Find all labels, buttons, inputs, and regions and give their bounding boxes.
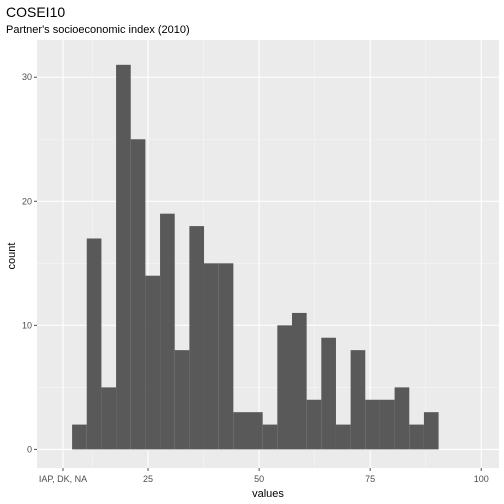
x-tick-label: IAP, DK, NA bbox=[39, 474, 87, 484]
x-tick-label: 25 bbox=[143, 474, 153, 484]
histogram-bar bbox=[174, 350, 190, 450]
histogram-bar bbox=[262, 424, 278, 450]
chart-title: COSEI10 bbox=[6, 4, 65, 20]
histogram-bar bbox=[291, 312, 307, 450]
histogram-bar bbox=[394, 387, 410, 450]
histogram-bar bbox=[218, 263, 234, 450]
histogram-bar bbox=[306, 399, 322, 450]
histogram-bar bbox=[130, 139, 146, 450]
histogram-bar bbox=[335, 424, 351, 450]
histogram-bar bbox=[116, 64, 131, 450]
histogram-bar bbox=[145, 275, 161, 450]
y-tick-label: 20 bbox=[22, 196, 32, 206]
histogram-bar bbox=[409, 424, 424, 450]
histogram-bar bbox=[101, 387, 117, 450]
y-tick-label: 10 bbox=[22, 320, 32, 330]
x-axis-title: values bbox=[252, 488, 284, 500]
chart-subtitle: Partner's socioeconomic index (2010) bbox=[6, 24, 190, 36]
histogram-bar bbox=[160, 213, 175, 450]
histogram-bar bbox=[189, 226, 205, 450]
y-axis: 0 10 20 30 bbox=[22, 72, 37, 454]
histogram-bar bbox=[204, 263, 219, 450]
x-tick-label: 50 bbox=[254, 474, 264, 484]
histogram-bar bbox=[86, 238, 102, 450]
histogram-bar bbox=[379, 399, 395, 450]
histogram-bar bbox=[72, 424, 87, 450]
histogram-bars bbox=[72, 64, 439, 450]
histogram-bar bbox=[277, 325, 292, 450]
histogram-bar bbox=[233, 412, 249, 450]
y-tick-label: 0 bbox=[27, 444, 32, 454]
grid-lines bbox=[37, 40, 499, 468]
x-tick-label: 100 bbox=[474, 474, 489, 484]
histogram-bar bbox=[365, 399, 380, 450]
x-tick-label: 75 bbox=[365, 474, 375, 484]
histogram-bar bbox=[423, 412, 439, 450]
histogram-bar bbox=[321, 337, 336, 450]
x-axis: IAP, DK, NA 25 50 75 100 bbox=[39, 468, 489, 484]
y-axis-title: count bbox=[6, 243, 18, 270]
histogram-bar bbox=[248, 412, 263, 450]
y-tick-label: 30 bbox=[22, 72, 32, 82]
histogram-bar bbox=[350, 350, 366, 450]
